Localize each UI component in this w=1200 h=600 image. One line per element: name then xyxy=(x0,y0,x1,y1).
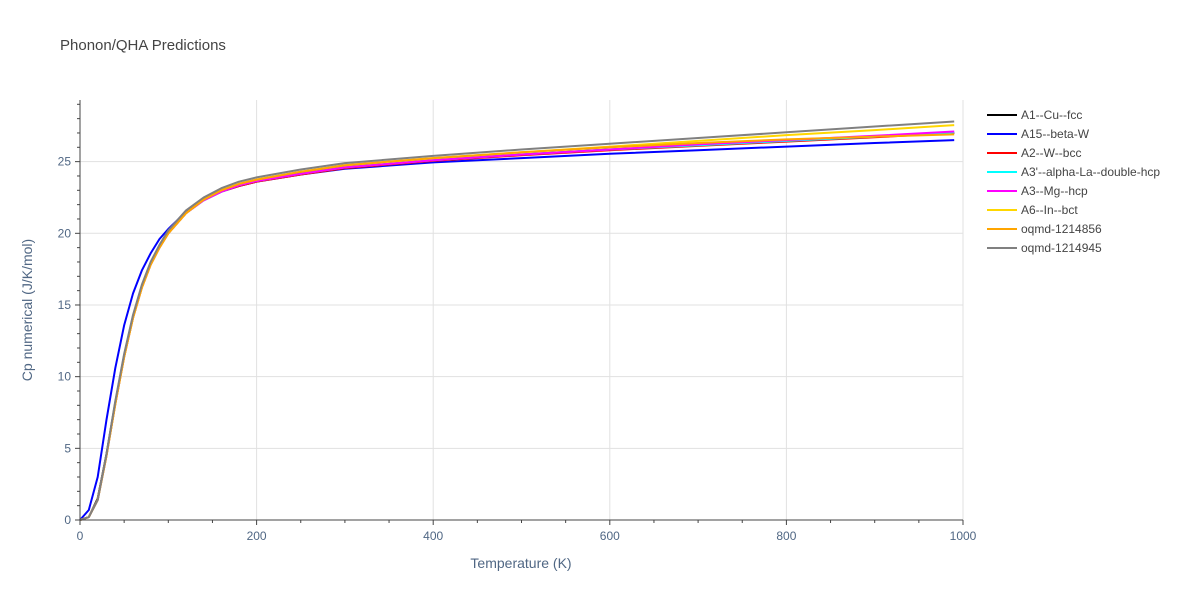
x-tick-label: 0 xyxy=(77,529,84,543)
series-line-0 xyxy=(79,132,955,521)
legend-item[interactable]: A1--Cu--fcc xyxy=(987,108,1082,122)
x-tick-label: 800 xyxy=(776,529,796,543)
legend-item[interactable]: A3--Mg--hcp xyxy=(987,184,1088,198)
legend-item[interactable]: A2--W--bcc xyxy=(987,146,1081,160)
legend-label: A1--Cu--fcc xyxy=(1021,108,1082,122)
legend-item[interactable]: A15--beta-W xyxy=(987,127,1090,141)
legend: A1--Cu--fcc A15--beta-W A2--W--bcc A3'--alp… xyxy=(987,108,1160,255)
legend-label: A3'--alpha-La--double-hcp xyxy=(1021,165,1160,179)
y-tick-label: 25 xyxy=(58,155,72,169)
y-tick-label: 0 xyxy=(64,513,71,527)
legend-item[interactable]: oqmd-1214856 xyxy=(987,222,1102,236)
legend-label: A15--beta-W xyxy=(1021,127,1090,141)
grid xyxy=(80,100,964,520)
x-tick-label: 1000 xyxy=(950,529,977,543)
y-tick-label: 15 xyxy=(58,298,72,312)
series-line-2 xyxy=(79,132,955,521)
legend-label: A3--Mg--hcp xyxy=(1021,184,1088,198)
legend-item[interactable]: A3'--alpha-La--double-hcp xyxy=(987,165,1160,179)
series-line-5 xyxy=(79,124,955,521)
legend-label: oqmd-1214856 xyxy=(1021,222,1102,236)
legend-item[interactable]: oqmd-1214945 xyxy=(987,241,1102,255)
legend-item[interactable]: A6--In--bct xyxy=(987,203,1078,217)
legend-label: A2--W--bcc xyxy=(1021,146,1081,160)
series-line-4 xyxy=(79,130,955,521)
y-axis-title: Cp numerical (J/K/mol) xyxy=(19,239,35,381)
legend-label: A6--In--bct xyxy=(1021,203,1078,217)
x-axis-title: Temperature (K) xyxy=(470,555,571,571)
legend-label: oqmd-1214945 xyxy=(1021,241,1102,255)
x-tick-label: 200 xyxy=(247,529,267,543)
series-line-6 xyxy=(79,133,955,521)
chart-title: Phonon/QHA Predictions xyxy=(60,37,226,54)
series-line-7 xyxy=(79,120,955,521)
y-tick-label: 5 xyxy=(64,441,71,455)
series-lines xyxy=(79,120,955,521)
x-tick-label: 600 xyxy=(600,529,620,543)
y-tick-label: 10 xyxy=(58,370,72,384)
y-tick-label: 20 xyxy=(58,226,72,240)
x-tick-label: 400 xyxy=(423,529,443,543)
axes: 0 200 400 600 800 1000 0 5 10 15 20 25 xyxy=(58,100,977,543)
series-line-3 xyxy=(79,131,955,521)
